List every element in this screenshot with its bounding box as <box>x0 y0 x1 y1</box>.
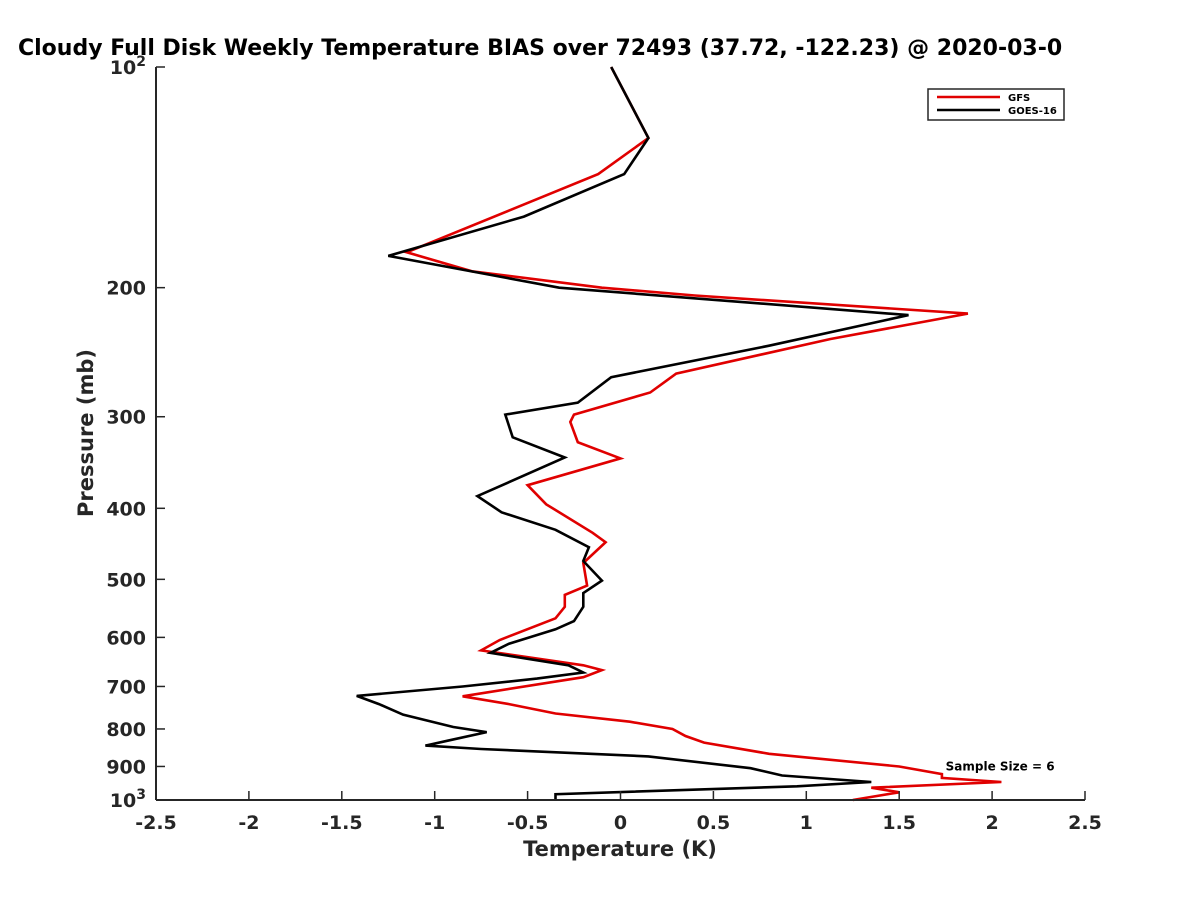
y-tick-label: 103 <box>110 787 146 812</box>
x-axis-label: Temperature (K) <box>523 837 717 861</box>
y-tick-label: 300 <box>106 407 146 429</box>
series-line-goes-16 <box>356 66 909 800</box>
x-tick-label: -0.5 <box>507 812 549 834</box>
series-line-gfs <box>402 66 1002 802</box>
y-tick-label: 600 <box>106 627 146 649</box>
y-tick-label: 700 <box>106 676 146 698</box>
sample-size-annotation: Sample Size = 6 <box>946 759 1055 773</box>
legend-label-gfs: GFS <box>1008 93 1030 104</box>
x-tick-label: -1 <box>424 812 445 834</box>
x-tick-label: 1.5 <box>882 812 916 834</box>
x-tick-label: -2.5 <box>135 812 177 834</box>
y-tick-label: 800 <box>106 719 146 741</box>
y-ticks: 102 200 300 400 500 600 700 800 900 103 <box>106 54 165 812</box>
x-tick-label: 2.5 <box>1068 812 1102 834</box>
legend-label-goes-16: GOES-16 <box>1008 106 1057 117</box>
y-axis-label: Pressure (mb) <box>74 349 98 517</box>
legend: GFS GOES-16 <box>927 88 1065 121</box>
plot-area <box>356 66 1002 802</box>
y-tick-label: 900 <box>106 756 146 778</box>
y-tick-label: 500 <box>106 569 146 591</box>
x-tick-label: 0.5 <box>697 812 731 834</box>
x-ticks: -2.5 -2 -1.5 -1 -0.5 0 0.5 1 1.5 2 2.5 <box>135 791 1102 834</box>
series-layer <box>356 66 1002 802</box>
x-tick-label: 0 <box>614 812 627 834</box>
x-tick-label: 2 <box>985 812 998 834</box>
x-tick-label: 1 <box>800 812 813 834</box>
annotations: Sample Size = 6 <box>946 759 1055 773</box>
x-tick-label: -2 <box>238 812 259 834</box>
y-tick-label: 102 <box>110 54 146 79</box>
x-tick-label: -1.5 <box>321 812 363 834</box>
y-tick-label: 200 <box>106 278 146 300</box>
legend-box <box>927 88 1065 121</box>
y-tick-label: 400 <box>106 498 146 520</box>
chart-title: Cloudy Full Disk Weekly Temperature BIAS… <box>18 36 1062 61</box>
